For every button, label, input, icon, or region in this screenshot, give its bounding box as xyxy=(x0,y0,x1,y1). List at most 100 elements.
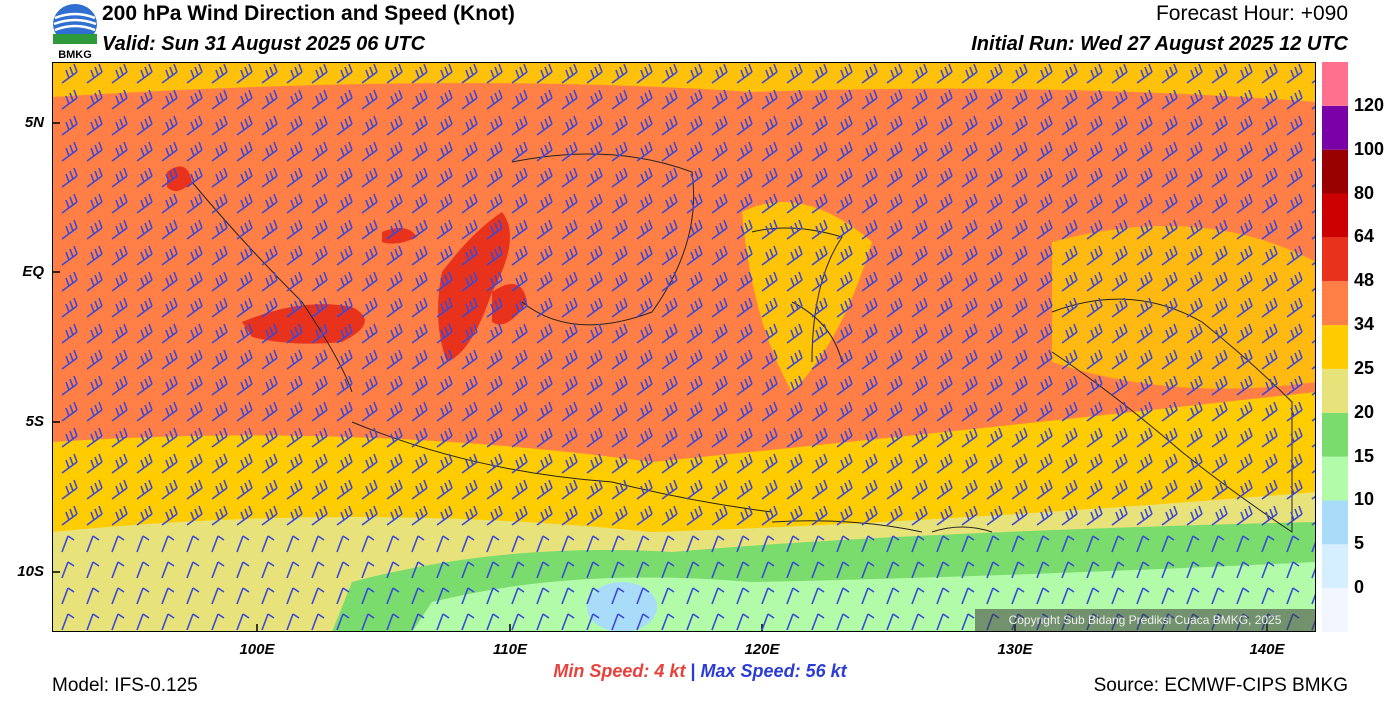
wind-barb xyxy=(786,167,803,188)
wind-barb xyxy=(861,427,878,448)
wind-barb xyxy=(586,613,600,631)
wind-barb xyxy=(711,613,725,631)
wind-barb xyxy=(236,453,253,474)
wind-barb xyxy=(186,561,200,579)
wind-barb xyxy=(1011,245,1028,266)
wind-barb xyxy=(886,535,900,553)
wind-barb xyxy=(836,63,853,84)
wind-barb xyxy=(236,89,253,110)
wind-barb xyxy=(186,297,203,318)
wind-barb xyxy=(936,141,953,162)
wind-barb xyxy=(261,63,278,84)
bmkg-logo: BMKG xyxy=(53,4,97,60)
wind-barb xyxy=(161,193,178,214)
wind-barb xyxy=(161,141,178,162)
wind-barb xyxy=(761,561,775,579)
wind-barb xyxy=(1111,219,1128,240)
wind-barb xyxy=(611,271,628,292)
wind-barb xyxy=(461,219,478,240)
wind-barb xyxy=(636,453,653,474)
wind-barb xyxy=(61,63,78,84)
wind-barb xyxy=(636,193,653,214)
wind-barb xyxy=(786,141,803,162)
wind-barb xyxy=(236,561,250,579)
wind-barb xyxy=(1111,401,1128,422)
wind-barb xyxy=(661,535,675,553)
wind-barb xyxy=(1261,375,1278,396)
wind-barb xyxy=(511,219,528,240)
wind-barb xyxy=(786,297,803,318)
wind-barb xyxy=(636,167,653,188)
wind-barb xyxy=(1286,297,1303,318)
wind-barb xyxy=(286,453,303,474)
wind-barb xyxy=(561,427,578,448)
wind-barb xyxy=(536,193,553,214)
wind-barb xyxy=(1211,587,1225,605)
wind-barb xyxy=(711,535,725,553)
wind-barb xyxy=(61,89,78,110)
wind-barb xyxy=(436,271,453,292)
wind-barb xyxy=(936,561,950,579)
wind-barb xyxy=(886,271,903,292)
wind-barb xyxy=(886,401,903,422)
wind-barb xyxy=(836,193,853,214)
wind-barb xyxy=(361,297,378,318)
wind-barb xyxy=(561,587,575,605)
wind-barb xyxy=(261,167,278,188)
wind-barb xyxy=(311,561,325,579)
wind-barb xyxy=(936,271,953,292)
wind-barb xyxy=(336,349,353,370)
wind-barb xyxy=(1261,561,1275,579)
wind-barb xyxy=(1111,167,1128,188)
wind-barb xyxy=(436,375,453,396)
wind-barb xyxy=(861,63,878,84)
wind-barb xyxy=(361,167,378,188)
legend-band xyxy=(1322,456,1348,501)
wind-barb xyxy=(1211,219,1228,240)
wind-barb xyxy=(136,453,153,474)
coast-borneo xyxy=(511,153,695,326)
wind-barb xyxy=(461,587,475,605)
wind-barb xyxy=(936,63,953,84)
wind-barb xyxy=(686,535,700,553)
legend-band xyxy=(1322,281,1348,326)
wind-barb xyxy=(611,479,628,500)
wind-barb xyxy=(911,401,928,422)
wind-barb xyxy=(311,375,328,396)
wind-barb xyxy=(1136,63,1153,84)
wind-barb xyxy=(436,453,453,474)
shade-48-d xyxy=(167,166,192,191)
wind-barb xyxy=(811,141,828,162)
wind-barb xyxy=(961,427,978,448)
wind-barb xyxy=(311,245,328,266)
wind-barb xyxy=(136,561,150,579)
wind-barb xyxy=(1161,427,1178,448)
wind-barb xyxy=(411,323,428,344)
wind-barb xyxy=(661,561,675,579)
wind-barb xyxy=(186,167,203,188)
wind-barb xyxy=(1036,587,1050,605)
wind-barb xyxy=(586,427,603,448)
wind-barb xyxy=(61,427,78,448)
wind-barb xyxy=(1236,587,1250,605)
wind-barb xyxy=(261,115,278,136)
wind-barb xyxy=(161,453,178,474)
max-speed-label: Max Speed: xyxy=(700,661,801,681)
wind-barb xyxy=(486,375,503,396)
wind-barb xyxy=(211,453,228,474)
wind-barb xyxy=(461,401,478,422)
wind-barb xyxy=(861,323,878,344)
chart-title: 200 hPa Wind Direction and Speed (Knot) xyxy=(102,2,515,25)
wind-barb xyxy=(811,297,828,318)
wind-barb xyxy=(1036,401,1053,422)
wind-barb xyxy=(486,349,503,370)
wind-barb xyxy=(261,245,278,266)
wind-barb xyxy=(186,613,200,631)
wind-barb xyxy=(811,401,828,422)
wind-barb xyxy=(686,297,703,318)
wind-barb xyxy=(286,323,303,344)
wind-barb xyxy=(111,613,125,631)
wind-barb xyxy=(411,167,428,188)
wind-barb xyxy=(1286,245,1303,266)
wind-barb xyxy=(1036,141,1053,162)
